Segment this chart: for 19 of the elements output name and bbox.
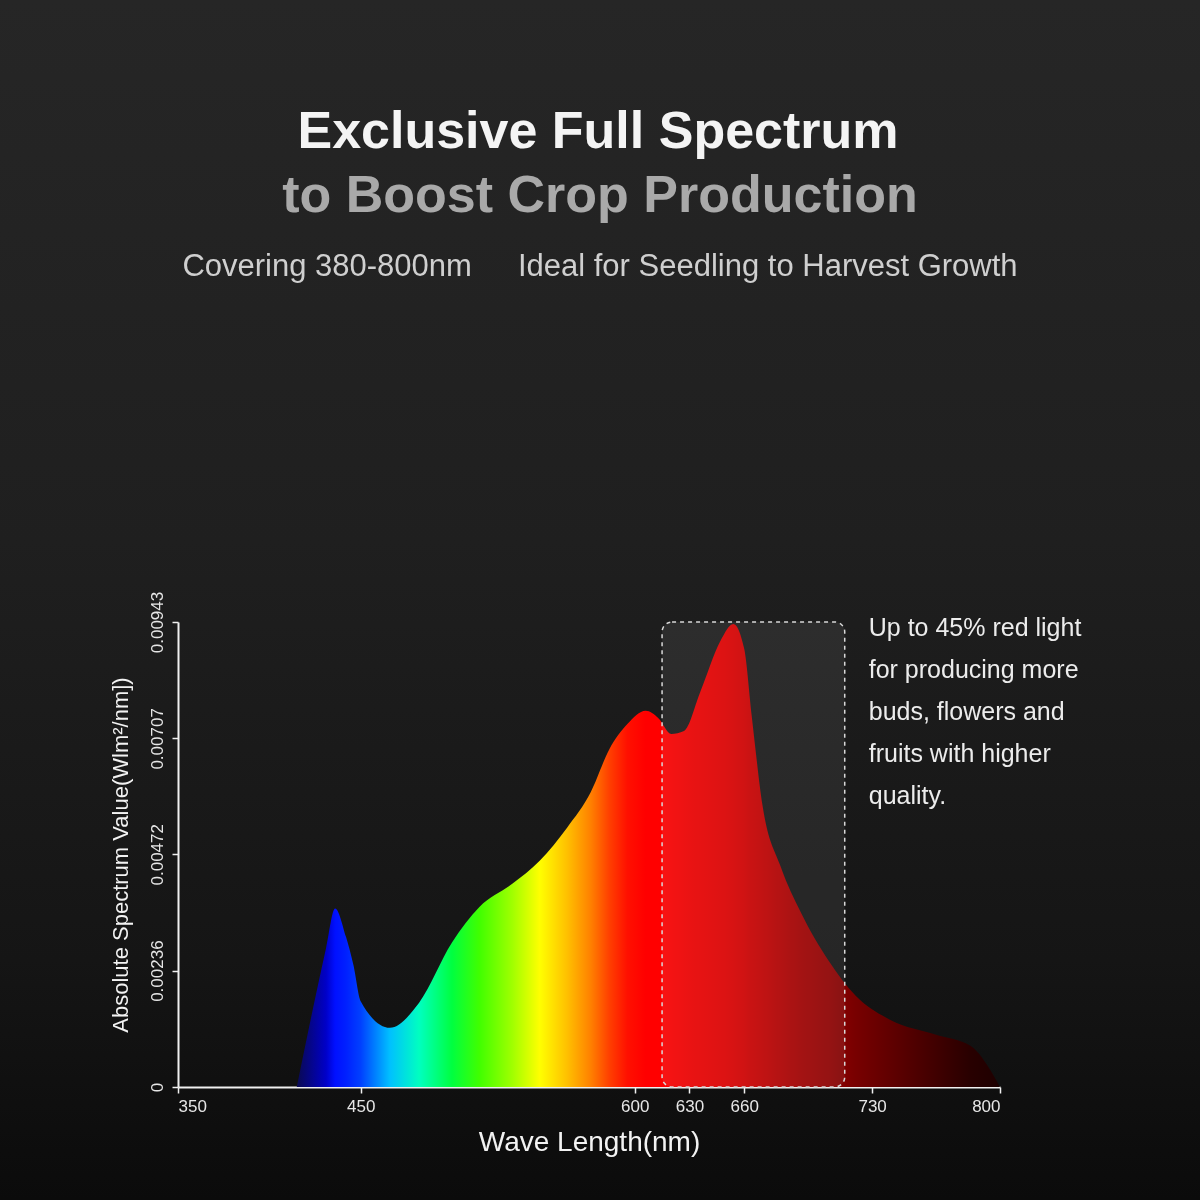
x-tick-label: 800 [972,1096,1001,1116]
y-tick-label: 0.00236 [147,940,167,1002]
y-tick-label: 0 [147,1082,167,1093]
band-label: Up to 45% red light for producing more buds, flowers and fruits with higher quality. [868,613,1082,809]
chart-subtitle: to Boost Crop Production [282,165,918,223]
y-tick-label: 0.00943 [147,591,167,654]
x-axis-title: Wave Length(nm) [478,1125,701,1157]
x-tick-label: 600 [620,1096,650,1116]
y-tick-label: 0.00707 [147,708,167,770]
x-tick-label: 730 [858,1096,887,1116]
x-tick-label: 450 [346,1096,376,1116]
x-tick-label: 350 [178,1096,207,1116]
x-tick-label: 660 [730,1096,759,1116]
x-tick-label: 630 [675,1096,705,1116]
text: Ideal for Seedling to Harvest Growth [517,248,1018,283]
text: Covering 380-800nm [182,248,472,283]
chart-title: Exclusive Full Spectrum [297,101,899,159]
y-tick-label: 0.00472 [147,824,167,886]
y-axis-title: Absolute Spectrum Value(Wlm²/nm]) [107,677,133,1033]
